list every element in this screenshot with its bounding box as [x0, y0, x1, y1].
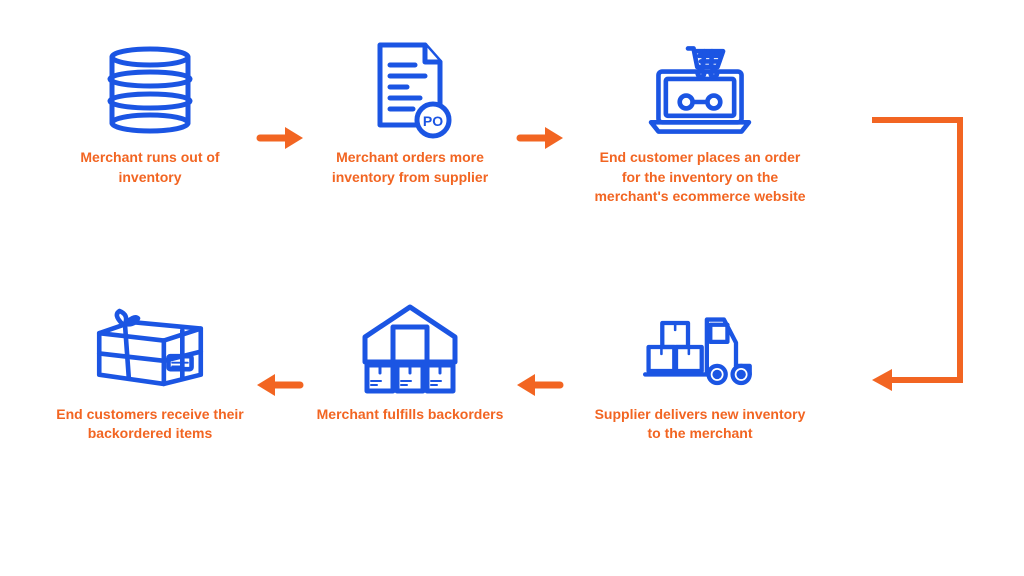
step-1-caption: Merchant runs out of inventory — [50, 148, 250, 187]
step-6-customers-receive: End customers receive their backordered … — [50, 297, 250, 444]
step-2-order-from-supplier: PO Merchant orders more inventory from s… — [310, 40, 510, 207]
laptop-cart-icon — [640, 40, 760, 140]
arrow-4-to-5 — [510, 297, 570, 444]
arrow-5-to-6 — [250, 297, 310, 444]
step-1-out-of-inventory: Merchant runs out of inventory — [50, 40, 250, 207]
po-document-icon: PO — [350, 40, 470, 140]
warehouse-boxes-icon — [350, 297, 470, 397]
step-3-customer-places-order: End customer places an order for the inv… — [570, 40, 830, 207]
step-2-caption: Merchant orders more inventory from supp… — [310, 148, 510, 187]
step-6-caption: End customers receive their backordered … — [50, 405, 250, 444]
step-3-caption: End customer places an order for the inv… — [590, 148, 810, 207]
svg-text:PO: PO — [423, 113, 443, 129]
step-4-caption: Supplier delivers new inventory to the m… — [590, 405, 810, 444]
forklift-boxes-icon — [640, 297, 760, 397]
arrow-1-to-2 — [250, 40, 310, 207]
step-4-supplier-delivers: Supplier delivers new inventory to the m… — [570, 297, 830, 444]
backorder-process-flowchart: Merchant runs out of inventory PO Mercha… — [50, 40, 974, 444]
arrow-2-to-3 — [510, 40, 570, 207]
step-5-fulfill-backorders: Merchant fulfills backorders — [310, 297, 510, 444]
barrel-icon — [90, 40, 210, 140]
package-tied-icon — [90, 297, 210, 397]
step-5-caption: Merchant fulfills backorders — [317, 405, 504, 425]
